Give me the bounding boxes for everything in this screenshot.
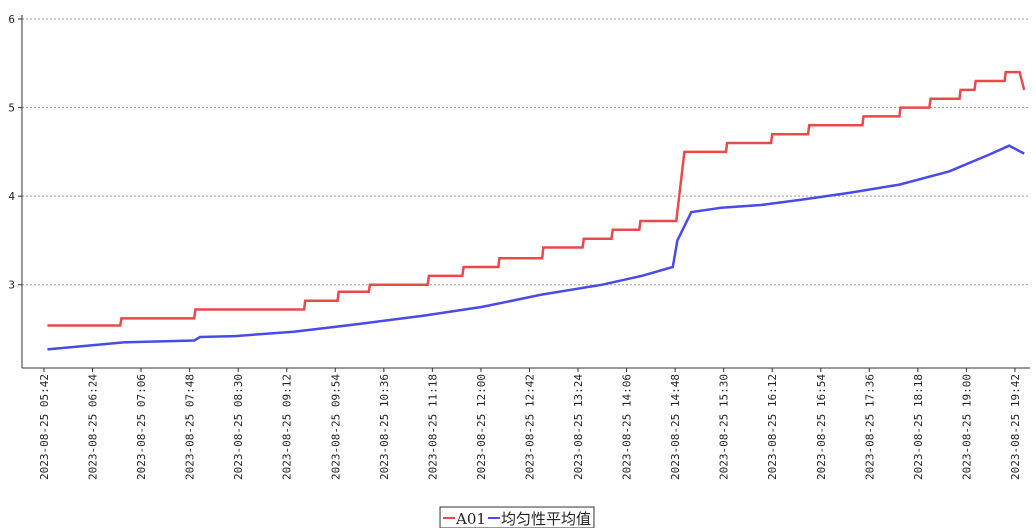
x-tick-label: 2023-08-25 16:54 bbox=[815, 374, 828, 480]
y-tick-label: 6 bbox=[8, 13, 15, 26]
x-tick-label: 2023-08-25 09:54 bbox=[329, 374, 342, 480]
x-tick-label: 2023-08-25 17:36 bbox=[863, 374, 876, 480]
x-tick-label: 2023-08-25 06:24 bbox=[87, 374, 100, 480]
y-tick-label: 5 bbox=[8, 102, 15, 115]
legend-box bbox=[439, 506, 595, 528]
legend-label: A01 bbox=[455, 510, 486, 528]
x-tick-label: 2023-08-25 18:18 bbox=[912, 374, 925, 480]
series-line bbox=[47, 70, 1026, 327]
x-tick-label: 2023-08-25 14:06 bbox=[621, 374, 634, 480]
x-tick-label: 2023-08-25 10:36 bbox=[378, 374, 391, 480]
x-tick-label: 2023-08-25 07:48 bbox=[184, 374, 197, 480]
x-tick-label: 2023-08-25 12:00 bbox=[475, 374, 488, 480]
x-tick-label: 2023-08-25 08:30 bbox=[232, 374, 245, 480]
x-tick-label: 2023-08-25 14:48 bbox=[669, 374, 682, 480]
x-tick-label: 2023-08-25 15:30 bbox=[718, 374, 731, 480]
x-tick-label: 2023-08-25 13:24 bbox=[572, 374, 585, 480]
x-tick-label: 2023-08-25 12:42 bbox=[523, 374, 536, 480]
x-tick-label: 2023-08-25 07:06 bbox=[135, 374, 148, 480]
y-tick-label: 3 bbox=[8, 279, 15, 292]
series-line bbox=[47, 144, 1025, 351]
legend-label: 均匀性平均值 bbox=[501, 510, 591, 528]
x-tick-label: 2023-08-25 05:42 bbox=[38, 374, 51, 480]
y-tick-label: 4 bbox=[8, 190, 15, 203]
x-tick-label: 2023-08-25 19:00 bbox=[960, 374, 973, 480]
legend: A01 均匀性平均值 bbox=[439, 506, 595, 528]
x-tick-label: 2023-08-25 09:12 bbox=[281, 374, 294, 480]
x-tick-label: 2023-08-25 16:12 bbox=[766, 374, 779, 480]
x-tick-label: 2023-08-25 19:42 bbox=[1009, 374, 1022, 480]
x-tick-label: 2023-08-25 11:18 bbox=[426, 374, 439, 480]
